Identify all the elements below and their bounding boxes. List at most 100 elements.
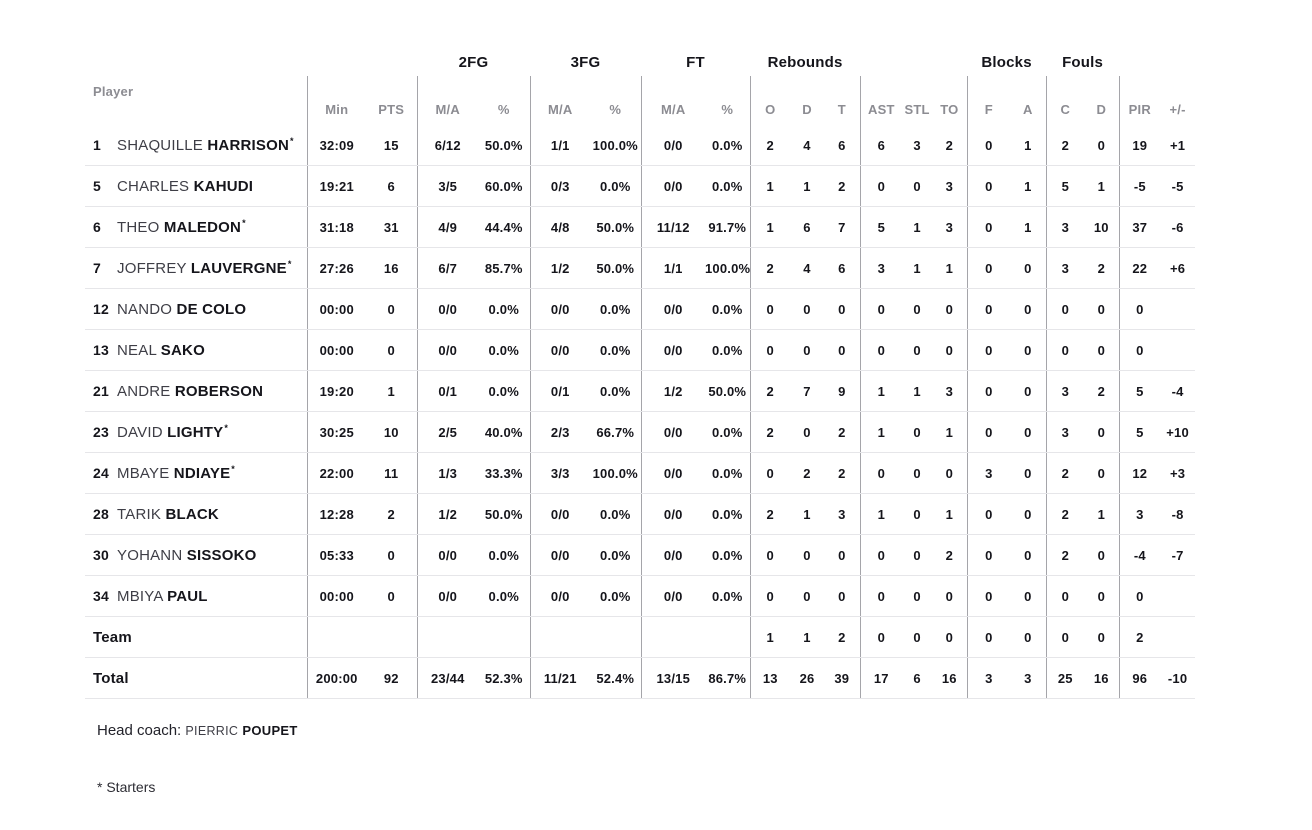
player-number: 30 <box>93 546 109 563</box>
column-header: A <box>1023 102 1033 117</box>
stat-cell: 13/15 <box>640 657 705 699</box>
stat-cell <box>306 616 366 658</box>
stat-cell: 0.0% <box>590 534 641 576</box>
stat-cell: 0 <box>966 370 1011 412</box>
stat-cell: 1 <box>1084 493 1120 535</box>
stat-cell: 0.0% <box>478 370 530 412</box>
stat-cell: 0 <box>932 616 968 658</box>
column-header: PTS <box>378 102 405 117</box>
starters-note: * Starters <box>97 779 156 795</box>
stat-cell: 12 <box>1118 452 1161 494</box>
stat-cell: 2 <box>790 452 825 494</box>
stat-cell: 19 <box>1118 125 1161 166</box>
stat-cell: 0.0% <box>705 534 751 576</box>
stat-cell: 9 <box>824 370 861 412</box>
stat-cell: 0/0 <box>640 575 705 617</box>
stat-cell: 0 <box>966 165 1011 207</box>
stat-cell: 0 <box>966 247 1011 289</box>
stat-cell: 1 <box>790 165 825 207</box>
starter-marker: * <box>242 218 246 228</box>
player-cell: 21 ANDRE ROBERSON <box>85 370 307 412</box>
stat-cell: 6 <box>824 247 861 289</box>
table-row: Total 200:00 92 23/44 52.3% 11/21 52.4% 13/15 86… <box>85 657 1196 699</box>
stat-cell: 2 <box>1045 452 1085 494</box>
stat-cell: 32:09 <box>306 125 366 166</box>
stat-cell: 31 <box>366 206 417 248</box>
stat-cell: 40.0% <box>478 411 530 453</box>
table-row: 7 JOFFREY LAUVERGNE* 27:26 16 6/7 85.7% 1/2 50.… <box>85 247 1196 289</box>
stat-cell: 50.0% <box>478 493 530 535</box>
stat-cell: 1 <box>749 616 791 658</box>
stat-cell: 0 <box>966 125 1011 166</box>
player-cell: 7 JOFFREY LAUVERGNE* <box>85 247 307 289</box>
table-row: 24 MBAYE NDIAYE* 22:00 11 1/3 33.3% 3/3 100.0% 0… <box>85 452 1196 494</box>
stat-cell: 2 <box>749 125 791 166</box>
table-row: 21 ANDRE ROBERSON 19:20 1 0/1 0.0% 0/1 0.0% 1/2 5… <box>85 370 1196 412</box>
stat-cell: 2 <box>749 370 791 412</box>
box-score-table: 2FG 3FG FT Rebounds Blocks Fouls Player … <box>85 48 1196 699</box>
stat-cell: 2 <box>932 125 968 166</box>
stat-cell: 85.7% <box>478 247 530 289</box>
stat-cell: 92 <box>366 657 417 699</box>
group-header-ft: FT <box>686 53 705 71</box>
stat-cell: 6/7 <box>416 247 478 289</box>
stat-cell: 2 <box>749 493 791 535</box>
stat-cell: 0 <box>824 534 861 576</box>
stat-cell: 0 <box>366 575 417 617</box>
stat-cell: 200:00 <box>306 657 366 699</box>
stat-cell: 0 <box>1045 616 1085 658</box>
player-first-name: NEAL <box>117 341 161 359</box>
stat-cell: 16 <box>1084 657 1120 699</box>
stat-cell: 1 <box>932 247 968 289</box>
stat-cell: 0 <box>1010 411 1047 453</box>
player-number: 1 <box>93 137 101 153</box>
stat-cell: 0.0% <box>590 165 641 207</box>
stat-cell: -4 <box>1160 370 1196 412</box>
stat-cell: 0 <box>790 411 825 453</box>
stat-cell: 4/9 <box>416 206 478 248</box>
player-last-name: SISSOKO <box>186 546 257 564</box>
stat-cell: 0 <box>902 493 933 535</box>
stat-cell: 44.4% <box>478 206 530 248</box>
player-cell: 5 CHARLES KAHUDI <box>85 165 307 207</box>
stat-cell: -5 <box>1160 165 1196 207</box>
stat-cell: 0 <box>1084 616 1120 658</box>
head-coach-label: Head coach: <box>97 722 182 739</box>
table-row: 34 MBIYA PAUL 00:00 0 0/0 0.0% 0/0 0.0% 0/0 0.0% 0… <box>85 575 1196 617</box>
stat-cell: -7 <box>1160 534 1196 576</box>
player-number: 5 <box>93 177 101 194</box>
stat-cell: 0.0% <box>590 575 641 617</box>
stat-cell: 0.0% <box>590 329 641 371</box>
stat-cell: 0.0% <box>478 329 530 371</box>
stat-cell: 0.0% <box>705 288 751 330</box>
player-last-name: LIGHTY <box>167 424 224 441</box>
stat-cell: 3 <box>932 370 968 412</box>
stat-cell: 0/1 <box>529 370 590 412</box>
stat-cell: 13 <box>749 657 791 699</box>
player-last-name: PAUL <box>167 587 208 605</box>
stat-cell: 2 <box>1045 493 1085 535</box>
stat-cell <box>705 616 751 658</box>
stat-cell: 0/0 <box>640 452 705 494</box>
stat-cell: 4 <box>790 247 825 289</box>
stat-cell: 0 <box>966 411 1011 453</box>
stat-cell: 0 <box>932 288 968 330</box>
stat-cell: 0 <box>749 534 791 576</box>
stat-cell: 0.0% <box>705 493 751 535</box>
stat-cell: 100.0% <box>590 452 641 494</box>
stat-cell: 0 <box>1084 411 1120 453</box>
stat-cell: 0/0 <box>529 534 590 576</box>
stat-cell: 91.7% <box>705 206 751 248</box>
stat-cell <box>416 616 478 658</box>
player-last-name: HARRISON <box>207 137 289 154</box>
player-number: 7 <box>93 260 101 276</box>
stat-cell: 1/1 <box>529 125 590 166</box>
stat-cell: 17 <box>859 657 903 699</box>
stat-cell: 31:18 <box>306 206 366 248</box>
stat-cell: 0/0 <box>529 575 590 617</box>
stat-cell: 23/44 <box>416 657 478 699</box>
stat-cell: 0 <box>1045 329 1085 371</box>
stat-cell: 0/0 <box>640 288 705 330</box>
stat-cell: 1/1 <box>640 247 705 289</box>
player-last-name: ROBERSON <box>174 382 264 400</box>
